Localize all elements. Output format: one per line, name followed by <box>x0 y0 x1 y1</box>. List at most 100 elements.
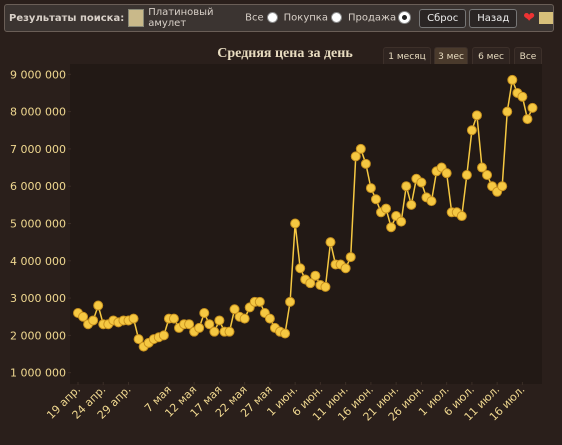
price-point <box>436 162 447 173</box>
price-point <box>163 313 174 324</box>
price-point <box>527 102 538 113</box>
price-point <box>355 143 366 154</box>
price-point <box>330 259 341 270</box>
price-point <box>143 337 154 348</box>
price-point <box>517 91 528 102</box>
y-tick-label: 3 000 000 <box>10 292 66 305</box>
price-point <box>360 158 371 169</box>
x-tick-label: 7 мая <box>142 383 174 415</box>
price-point <box>456 211 467 222</box>
filter-label: Продажа <box>347 12 397 24</box>
x-tick-label: 1 июн. <box>264 383 300 419</box>
price-point <box>138 341 149 352</box>
range-button[interactable]: 1 месяц <box>383 47 431 67</box>
chart-title: Средняя цена за день <box>217 46 353 61</box>
price-point <box>158 330 169 341</box>
range-button[interactable]: 6 мес <box>472 47 510 67</box>
radio[interactable] <box>330 12 342 24</box>
price-point <box>133 334 144 345</box>
y-tick-label: 8 000 000 <box>10 106 66 119</box>
x-tick-label: 19 апр. <box>44 383 83 422</box>
price-point <box>471 110 482 121</box>
button[interactable]: Сброс <box>419 8 467 28</box>
price-point <box>83 319 94 330</box>
price-point <box>123 315 134 326</box>
price-point <box>315 280 326 291</box>
y-tick-label: 1 000 000 <box>10 367 66 380</box>
price-point <box>194 322 205 333</box>
price-point <box>209 326 220 337</box>
price-point <box>108 315 119 326</box>
price-point <box>204 319 215 330</box>
filter-label: Все <box>245 12 264 24</box>
price-point <box>426 196 437 207</box>
chart-icon[interactable] <box>539 12 553 24</box>
price-point <box>199 308 210 319</box>
x-tick-label: 29 апр. <box>95 383 134 422</box>
price-point <box>482 170 493 181</box>
price-point <box>401 181 412 192</box>
price-point <box>290 218 301 229</box>
price-point <box>269 322 280 333</box>
price-point <box>214 315 225 326</box>
price-point <box>446 207 457 218</box>
item-name: Платиновый амулет <box>148 7 214 29</box>
x-tick-label: 11 июн. <box>310 383 351 424</box>
price-point <box>174 322 184 333</box>
x-tick-label: 16 июн. <box>335 383 376 424</box>
price-point <box>477 162 487 173</box>
filter-label: Покупка <box>283 12 328 24</box>
price-point <box>305 278 316 289</box>
price-point <box>381 203 392 214</box>
price-point <box>492 186 503 197</box>
price-point <box>98 319 109 330</box>
x-tick-label: 1 июл. <box>416 383 452 419</box>
price-point <box>386 222 397 233</box>
price-point <box>396 216 407 227</box>
buttons: Сброс Назад <box>416 8 518 28</box>
price-point <box>370 194 381 205</box>
price-point <box>416 177 427 188</box>
price-point <box>113 317 124 328</box>
price-point <box>340 263 351 274</box>
radio[interactable] <box>266 12 278 24</box>
y-tick-label: 6 000 000 <box>10 180 66 193</box>
price-point <box>219 326 230 337</box>
price-point <box>234 311 245 322</box>
price-point <box>325 237 336 248</box>
price-point <box>78 311 89 322</box>
price-point <box>73 308 83 319</box>
y-tick-label: 9 000 000 <box>10 68 66 81</box>
price-point <box>229 304 240 315</box>
y-tick-label: 2 000 000 <box>10 329 66 342</box>
price-point <box>461 170 472 181</box>
price-point <box>189 326 200 337</box>
y-tick-label: 5 000 000 <box>10 218 66 231</box>
price-point <box>497 181 508 192</box>
heart-icon[interactable]: ❤ <box>523 10 535 26</box>
price-point <box>224 326 235 337</box>
x-tick-label: 26 июн. <box>386 383 427 424</box>
price-point <box>295 263 306 274</box>
range-button[interactable]: 3 мес <box>434 47 468 67</box>
range-button[interactable]: Все <box>514 47 542 67</box>
x-tick-label: 11 июл. <box>462 383 503 424</box>
toolbar: Результаты поиска: Платиновый амулет Все… <box>4 4 554 32</box>
x-tick-label: 24 апр. <box>70 383 109 422</box>
price-point <box>239 313 250 324</box>
price-point <box>335 259 346 270</box>
x-tick-label: 22 мая <box>213 383 250 420</box>
radio[interactable] <box>399 12 411 24</box>
price-point <box>153 332 164 343</box>
price-point <box>275 326 285 337</box>
x-tick-label: 6 июл. <box>441 383 477 419</box>
item-icon <box>128 9 145 27</box>
x-tick-label: 27 мая <box>238 383 275 420</box>
price-point <box>244 302 255 313</box>
button[interactable]: Назад <box>469 8 518 28</box>
plot-area <box>70 64 542 384</box>
x-tick-label: 6 июн. <box>290 383 326 419</box>
search-label: Результаты поиска: <box>9 12 125 24</box>
price-point <box>249 296 260 307</box>
price-point <box>93 300 104 311</box>
